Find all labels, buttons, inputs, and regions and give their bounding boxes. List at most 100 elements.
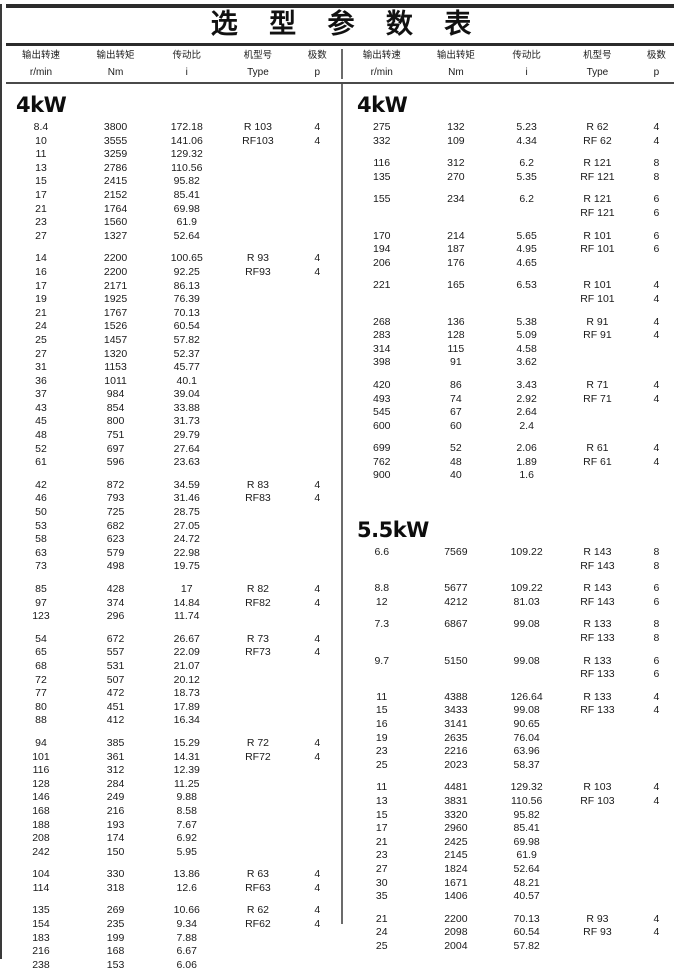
cell-poles [294,533,341,547]
cell-poles: 6 [653,229,660,242]
cell-type [222,687,293,701]
table-row: 13 3831 110.56 RF 103 4 [343,795,680,809]
cell-speed: 600 [372,419,391,432]
cell-torque: 1526 [103,320,128,333]
table-row: 14 2200 100.65 R 93 4 [2,252,341,266]
cell-type [222,560,293,574]
cell-poles [633,849,680,863]
table-row: 19 1925 76.39 [2,293,341,307]
cell-type: RF 103 [580,794,615,807]
table-row: 46 793 31.46 RF83 4 [2,492,341,506]
table-row: 65 557 22.09 RF73 4 [2,646,341,660]
cell-ratio: 11.74 [174,610,200,623]
cell-poles: 8 [653,546,660,559]
cell-type [562,836,633,850]
cell-speed: 88 [35,714,47,727]
cell-poles [294,674,341,688]
cell-torque [421,207,492,221]
cell-torque [421,668,492,682]
cell-torque: 269 [106,904,125,917]
cell-poles: 8 [653,157,660,170]
table-row: RF 143 8 [343,560,680,574]
cell-poles: 8 [653,632,660,645]
cell-type: R 83 [246,478,270,491]
cell-type: RF 61 [583,455,612,468]
cell-poles [294,175,341,189]
table-row: 135 269 10.66 R 62 4 [2,904,341,918]
cell-poles [294,415,341,429]
spec-group: 94 385 15.29 R 72 4 101 361 14.31 RF72 4 116 312 12.… [2,737,341,859]
cell-type: RF 143 [580,559,615,572]
table-row: 21 2425 69.98 [343,836,680,850]
title-rule-bottom [6,43,674,46]
spec-group: 8.4 3800 172.18 R 103 4 10 3555 141.06 RF103 4 11 3… [2,121,341,243]
cell-speed: 238 [32,958,50,971]
cell-speed: 128 [32,777,50,790]
cell-speed: 170 [372,229,391,242]
cell-torque: 507 [106,673,125,686]
cell-torque: 2425 [444,835,468,848]
cell-type [222,334,293,348]
cell-poles [294,348,341,362]
cell-speed: 27 [35,347,47,360]
cell-poles [633,863,680,877]
cell-torque: 872 [106,478,125,491]
spec-group: 275 132 5.23 R 62 4 332 109 4.34 RF 62 4 [343,121,680,148]
cell-poles [294,456,341,470]
table-row: 238 153 6.06 [2,959,341,972]
cell-type: R 63 [246,868,270,881]
cell-type [222,388,293,402]
table-row: 900 40 1.6 [343,469,680,483]
cell-speed: 52 [35,442,47,455]
cell-ratio: 8.58 [176,804,197,817]
cell-speed: 420 [372,378,391,391]
cell-poles: 8 [653,170,660,183]
cell-poles [294,402,341,416]
cell-poles [633,836,680,850]
cell-ratio: 24.72 [173,533,200,546]
cell-torque: 128 [447,329,465,342]
cell-speed: 12 [375,595,388,608]
cell-type [222,230,293,244]
cell-torque: 682 [106,519,125,532]
cell-speed: 68 [35,659,47,672]
table-row: 37 984 39.04 [2,388,341,402]
cell-speed: 11 [376,781,388,794]
table-row: 23 1560 61.9 [2,216,341,230]
cell-ratio: 5.35 [516,170,537,183]
cell-poles [294,560,341,574]
cell-type: R 121 [583,157,612,170]
cell-torque: 374 [106,596,125,609]
cell-poles [294,320,341,334]
cell-torque: 67 [450,406,462,419]
table-row: 16 2200 92.25 RF93 4 [2,266,341,280]
table-row: 85 428 17 R 82 4 [2,583,341,597]
cell-ratio: 2.92 [516,392,537,405]
cell-type: RF 93 [583,926,612,939]
header-rule [6,82,674,84]
spec-group: 42 872 34.59 R 83 4 46 793 31.46 RF83 4 50 725 28.75… [2,479,341,574]
cell-poles [294,959,341,972]
table-row: 30 1671 48.21 [343,877,680,891]
cell-ratio: 52.64 [513,862,540,875]
cell-ratio: 6.2 [519,193,534,206]
cell-type: RF82 [245,596,271,609]
column-header-torque-right: 输出转矩 Nm [421,49,492,79]
cell-ratio: 34.59 [173,478,200,491]
cell-torque: 48 [450,455,462,468]
cell-poles [294,429,341,443]
cell-poles [633,257,680,271]
cell-speed: 9.7 [374,654,390,667]
cell-speed: 146 [32,791,50,804]
table-row: 332 109 4.34 RF 62 4 [343,135,680,149]
cell-torque: 498 [106,560,125,573]
cell-ratio: 85.41 [173,188,200,201]
table-row: 493 74 2.92 RF 71 4 [343,393,680,407]
cell-speed: 13 [35,161,47,174]
cell-torque: 165 [447,279,465,292]
cell-torque: 3259 [103,148,128,161]
cell-type [562,469,633,483]
cell-type: RF 133 [580,668,615,681]
cell-poles [294,388,341,402]
cell-speed: 43 [35,401,47,414]
